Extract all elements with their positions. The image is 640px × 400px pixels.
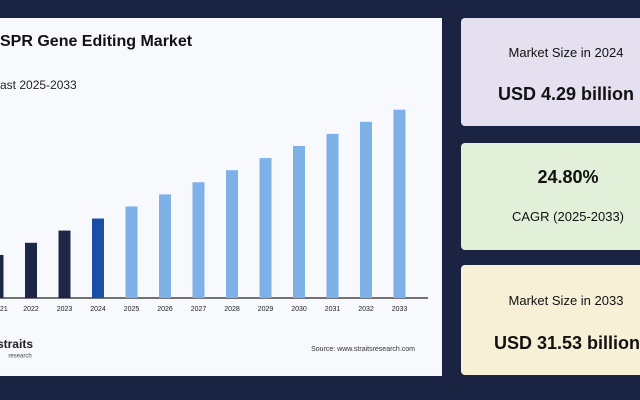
card: 24.80% CAGR (2025-2033) bbox=[461, 143, 640, 250]
bar bbox=[92, 218, 104, 298]
x-tick-label: 2027 bbox=[191, 306, 207, 313]
x-tick-label: 2029 bbox=[258, 306, 274, 313]
bar bbox=[360, 121, 372, 298]
x-tick-label: 2031 bbox=[325, 306, 341, 313]
bar bbox=[25, 242, 37, 298]
bar bbox=[226, 170, 238, 298]
x-tick-label: 2033 bbox=[392, 306, 408, 313]
bar bbox=[159, 194, 171, 298]
bar bbox=[326, 133, 339, 298]
chart-subtitle: ast 2025-2033 bbox=[0, 78, 77, 92]
card-label: Market Size in 2033 bbox=[508, 293, 624, 308]
source: Source: www.straitsresearch.com bbox=[311, 346, 415, 353]
x-tick-label: 2028 bbox=[224, 306, 240, 313]
x-tick-label: 2030 bbox=[291, 306, 307, 313]
card-label: CAGR (2025-2033) bbox=[512, 209, 624, 224]
bar bbox=[58, 230, 71, 298]
bar bbox=[192, 182, 205, 298]
logo: straits bbox=[0, 337, 33, 351]
bar bbox=[393, 109, 406, 298]
x-tick-label: 2022 bbox=[23, 306, 39, 313]
card-value: USD 31.53 billion bbox=[493, 333, 640, 353]
bar bbox=[125, 206, 138, 298]
chart-panel: SPR Gene Editing Market ast 2025-2033 st… bbox=[0, 18, 442, 376]
x-tick-label: 2026 bbox=[157, 306, 173, 313]
bar bbox=[293, 146, 305, 298]
chart-title: SPR Gene Editing Market bbox=[0, 33, 193, 50]
x-tick-label: 2025 bbox=[124, 306, 140, 313]
x-tick-label: 21 bbox=[0, 306, 8, 313]
card-value: 24.80% bbox=[537, 167, 599, 187]
card: Market Size in 2024 USD 4.29 billion bbox=[461, 18, 640, 126]
card: Market Size in 2033 USD 31.53 billion bbox=[461, 265, 640, 375]
card-label: Market Size in 2024 bbox=[508, 45, 624, 60]
bar bbox=[0, 254, 4, 298]
logo-sub: research bbox=[8, 354, 31, 360]
x-tick-label: 2023 bbox=[57, 306, 73, 313]
x-tick-label: 2024 bbox=[90, 306, 106, 313]
bar bbox=[259, 158, 272, 298]
card-value: USD 4.29 billion bbox=[497, 84, 635, 104]
x-tick-label: 2032 bbox=[358, 306, 374, 313]
